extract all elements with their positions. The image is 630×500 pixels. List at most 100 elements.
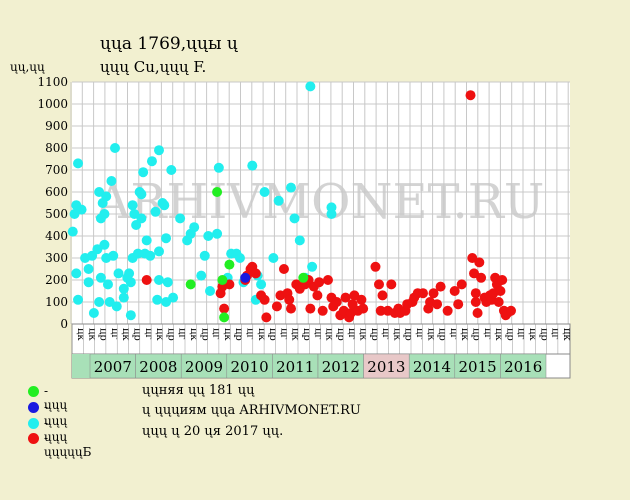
data-point xyxy=(185,279,196,290)
data-point xyxy=(213,162,224,173)
data-point xyxy=(83,277,94,288)
data-point xyxy=(497,275,508,285)
data-point xyxy=(125,310,136,321)
quarter-label: цр xyxy=(538,328,549,341)
data-point xyxy=(110,143,120,153)
data-point xyxy=(219,303,230,314)
year-cell xyxy=(180,353,228,379)
data-point xyxy=(161,233,172,244)
data-point xyxy=(136,189,147,200)
quarter-label: цк xyxy=(493,328,504,341)
year-label: 2011 xyxy=(276,358,314,376)
quarter-label: цк xyxy=(120,328,131,341)
data-point xyxy=(374,279,384,290)
data-point xyxy=(168,292,179,303)
quarter-label: цр xyxy=(301,328,312,341)
data-point xyxy=(286,303,296,314)
quarter-label: цг xyxy=(211,328,222,340)
data-point xyxy=(312,290,323,301)
legend-marker-icon xyxy=(28,433,39,444)
quarter-strip xyxy=(71,323,571,355)
data-point xyxy=(493,297,504,307)
data-point xyxy=(150,206,161,217)
data-point xyxy=(470,288,481,299)
year-label: 2012 xyxy=(322,358,360,376)
year-label: 2016 xyxy=(504,358,542,376)
data-point xyxy=(189,222,200,233)
quarter-label: цк xyxy=(256,328,267,341)
data-point xyxy=(73,294,84,305)
data-point xyxy=(94,297,105,307)
quarter-label: цр xyxy=(98,328,109,341)
y-tick-label: 0 xyxy=(60,317,68,331)
quarter-label: цг xyxy=(177,328,188,340)
quarter-label: цк xyxy=(154,328,165,341)
data-point xyxy=(145,250,156,261)
data-point xyxy=(495,286,506,296)
data-point xyxy=(271,301,282,312)
data-point xyxy=(113,268,124,279)
year-cell xyxy=(500,353,547,379)
data-point xyxy=(240,272,251,283)
data-point xyxy=(108,250,119,261)
data-point xyxy=(442,305,453,316)
data-point xyxy=(212,228,223,239)
quarter-label: цг xyxy=(312,328,323,340)
year-label: 2007 xyxy=(94,358,132,376)
year-cell xyxy=(408,353,456,379)
data-point xyxy=(71,268,82,279)
data-point xyxy=(261,312,272,323)
y-tick-label: 600 xyxy=(45,185,68,199)
chart-subtitle: ųųų Cu,ųųų F. xyxy=(100,58,207,76)
quarter-label: цк xyxy=(222,328,233,341)
y-tick-label: 400 xyxy=(45,229,68,243)
quarter-label: цр xyxy=(233,328,244,341)
data-point xyxy=(284,294,295,305)
year-label: 2010 xyxy=(231,358,269,376)
data-point xyxy=(472,308,483,318)
data-point xyxy=(474,257,485,268)
data-point xyxy=(259,294,270,305)
quarter-label: цр xyxy=(504,328,515,341)
data-point xyxy=(286,182,296,193)
quarter-label: цг xyxy=(550,328,561,340)
y-axis-unit-label: ųų,ųų xyxy=(10,60,45,74)
year-label: 2008 xyxy=(139,358,177,376)
data-point xyxy=(268,253,279,263)
data-point xyxy=(358,303,369,314)
data-point xyxy=(331,297,342,307)
quarter-label: цр xyxy=(199,328,210,341)
data-point xyxy=(506,305,516,316)
quarter-label: цк xyxy=(75,328,86,341)
quarter-label: цк xyxy=(324,328,335,341)
data-point xyxy=(106,176,117,186)
data-point xyxy=(118,283,129,294)
quarter-label: цг xyxy=(482,328,493,340)
year-label: 2009 xyxy=(185,358,223,376)
quarter-label: цр xyxy=(369,328,380,341)
data-point xyxy=(76,204,87,215)
year-label: 2013 xyxy=(367,358,405,376)
data-point xyxy=(217,275,228,285)
y-tick-label: 100 xyxy=(45,295,68,309)
data-point xyxy=(247,160,258,171)
data-point xyxy=(127,200,138,211)
data-point xyxy=(152,294,163,305)
data-point xyxy=(125,277,136,288)
data-point xyxy=(356,294,367,305)
data-point xyxy=(224,259,235,270)
chart-title: ųųа 1769,ųųы ų xyxy=(100,34,238,54)
year-cell-start xyxy=(72,354,90,378)
data-point xyxy=(256,279,267,290)
y-tick-label: 300 xyxy=(45,251,68,265)
data-point xyxy=(250,268,261,279)
quarter-label: цк xyxy=(290,328,301,341)
quarter-label: цг xyxy=(143,328,154,340)
data-point xyxy=(314,277,325,288)
data-point xyxy=(146,156,157,167)
data-point xyxy=(219,312,230,323)
quarter-label: цг xyxy=(414,328,425,340)
quarter-label: цр xyxy=(437,328,448,341)
data-point xyxy=(175,213,186,224)
